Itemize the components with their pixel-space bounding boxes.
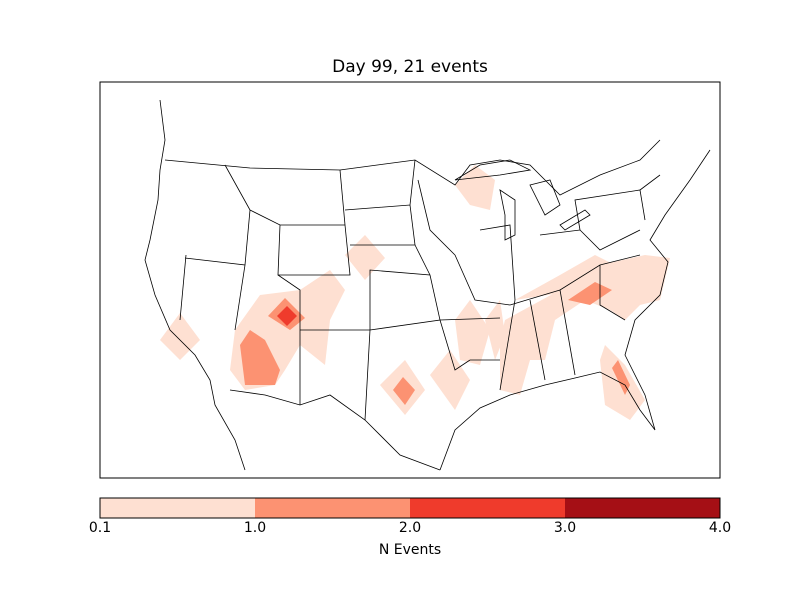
event-contour — [430, 350, 470, 410]
colorbar-frame — [99, 497, 721, 519]
event-contour — [277, 306, 297, 326]
colorbar-segment — [255, 498, 410, 518]
event-contour — [515, 255, 615, 300]
colorbar-tick-label: 0.1 — [88, 520, 112, 536]
state-borders — [144, 99, 711, 471]
event-contours — [160, 165, 670, 420]
lake-michigan — [499, 189, 516, 241]
event-contour — [345, 235, 385, 280]
colorbar-tick-label: 1.0 — [243, 520, 267, 536]
event-contour — [500, 255, 670, 395]
colorbar-label: N Events — [378, 542, 442, 558]
event-contour — [160, 313, 200, 360]
canada-border — [164, 139, 661, 196]
colorbar-segment — [410, 498, 565, 518]
event-contour — [240, 330, 280, 385]
map-title: Day 99, 21 events — [332, 57, 488, 77]
west-coastline — [144, 99, 246, 471]
event-contour — [455, 300, 490, 365]
event-contour — [568, 282, 612, 305]
colorbar — [99, 497, 721, 519]
colorbar-tick-label: 3.0 — [553, 520, 577, 536]
map-frame — [99, 81, 721, 479]
event-contour — [455, 165, 495, 210]
mexico-border — [229, 389, 441, 471]
colorbar-segment — [100, 498, 255, 518]
lake-huron — [529, 179, 561, 216]
lake-superior — [454, 159, 532, 181]
gulf-coastline — [439, 149, 711, 471]
lake-erie — [559, 209, 591, 231]
colorbar-tick-label: 2.0 — [398, 520, 422, 536]
colorbar-tick-label: 4.0 — [708, 520, 732, 536]
colorbar-segment — [565, 498, 720, 518]
event-contour — [393, 377, 415, 405]
